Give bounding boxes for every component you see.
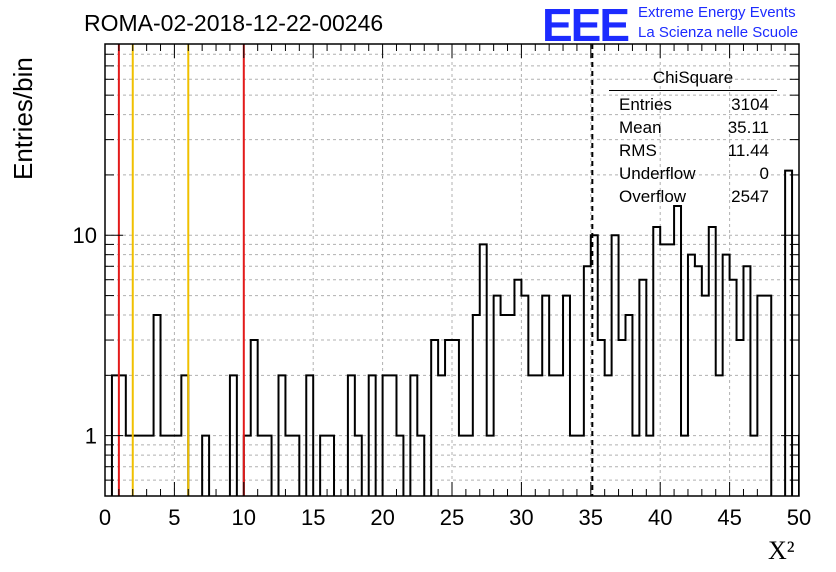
stats-label: Entries: [619, 95, 672, 114]
stats-divider: [609, 90, 777, 91]
run-title: ROMA-02-2018-12-22-00246: [84, 10, 384, 36]
axis-ticks: 0 5 10 15 20 25 30 35 40 45 50 1 10: [73, 44, 811, 530]
stats-title: ChiSquare: [652, 68, 734, 87]
reference-lines: [117, 44, 594, 496]
x-tick-label: 15: [301, 505, 325, 530]
stats-value: 0: [759, 164, 769, 183]
stats-row-underflow: Underflow 0: [609, 162, 777, 185]
y-tick-label: 10: [73, 223, 97, 248]
x-axis-label: X²: [768, 536, 795, 565]
stats-value: 35.11: [727, 118, 769, 137]
x-tick-label: 40: [648, 505, 672, 530]
y-axis-label: Entries/bin: [8, 57, 38, 180]
stats-label: Underflow: [619, 164, 696, 183]
x-tick-label: 20: [370, 505, 394, 530]
stats-box: ChiSquare Entries 3104 Mean 35.11 RMS 11…: [609, 68, 777, 208]
x-tick-label: 45: [717, 505, 741, 530]
x-tick-label: 5: [168, 505, 180, 530]
stats-value: 2547: [731, 187, 769, 206]
stats-row-rms: RMS 11.44: [609, 139, 777, 162]
x-tick-label: 25: [440, 505, 464, 530]
stats-value: 3104: [731, 95, 769, 114]
stats-label: Mean: [619, 118, 662, 137]
logo-line-2: La Scienza nelle Scuole: [638, 24, 799, 41]
stats-label: RMS: [619, 141, 657, 160]
stats-value: 11.44: [727, 141, 769, 160]
x-tick-label: 10: [232, 505, 256, 530]
y-tick-label: 1: [85, 424, 97, 449]
stats-row-overflow: Overflow 2547: [609, 185, 777, 208]
eee-logo-mark: EEE: [542, 0, 630, 51]
stats-row-entries: Entries 3104: [609, 93, 777, 116]
x-tick-label: 0: [99, 505, 111, 530]
logo-line-1: Extreme Energy Events: [638, 4, 796, 21]
grid-lines: [105, 44, 799, 496]
x-tick-label: 35: [579, 505, 603, 530]
stats-row-mean: Mean 35.11: [609, 116, 777, 139]
histogram-step-line: [110, 169, 799, 496]
x-tick-label: 30: [509, 505, 533, 530]
stats-label: Overflow: [619, 187, 687, 206]
x-tick-label: 50: [787, 505, 811, 530]
histogram-series: [110, 169, 799, 496]
